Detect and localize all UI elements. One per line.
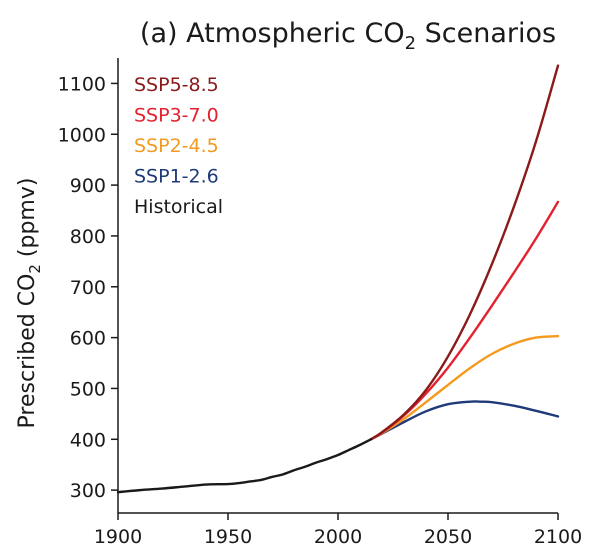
x-tick-label: 2100 (534, 526, 582, 548)
legend-label-ssp1-2-6: SSP1-2.6 (134, 166, 219, 188)
y-tick-label: 500 (70, 378, 106, 400)
x-tick-label: 2000 (314, 526, 362, 548)
x-tick-label: 1950 (204, 526, 252, 548)
series-line-ssp2-4-5 (369, 334, 560, 441)
y-axis-label: Prescribed CO2 (ppmv) (15, 178, 44, 429)
y-tick-label: 1000 (58, 124, 106, 146)
y-tick-label: 300 (70, 480, 106, 502)
y-tick-label: 900 (70, 175, 106, 197)
legend-label-ssp5-8-5: SSP5-8.5 (134, 74, 219, 96)
legend: SSP5-8.5 SSP3-7.0 SSP2-4.5 SSP1-2.6 Historic… (134, 74, 223, 218)
legend-label-ssp3-7-0: SSP3-7.0 (134, 105, 219, 127)
y-tick-label: 700 (70, 277, 106, 299)
chart-title: (a) Atmospheric CO2 Scenarios (140, 18, 556, 54)
x-tick-label: 1900 (94, 526, 142, 548)
y-tick-label: 400 (70, 429, 106, 451)
series-line-ssp1-2-6 (369, 400, 560, 441)
y-axis-ticks: 300 400 500 600 700 800 900 1000 1100 (58, 73, 118, 502)
x-tick-label: 2050 (424, 526, 472, 548)
series-line-ssp5-8-5 (369, 64, 560, 441)
series-line-historical (116, 438, 373, 494)
x-axis-ticks: 1900 1950 2000 2050 2100 (94, 513, 582, 548)
series-lines (116, 64, 560, 494)
legend-label-historical: Historical (134, 196, 223, 218)
series-line-ssp3-7-0 (369, 200, 560, 441)
y-tick-label: 600 (70, 328, 106, 350)
y-tick-label: 800 (70, 226, 106, 248)
y-tick-label: 1100 (58, 73, 106, 95)
legend-label-ssp2-4-5: SSP2-4.5 (134, 135, 219, 157)
